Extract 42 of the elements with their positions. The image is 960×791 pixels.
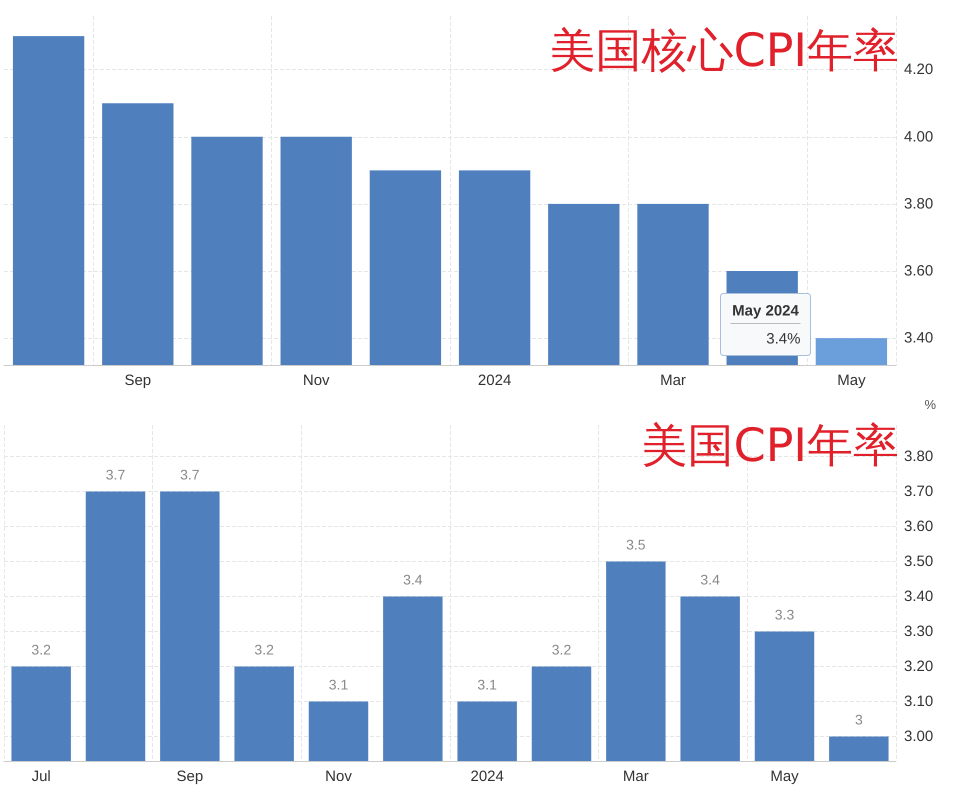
annotation: May 2024 — [732, 302, 800, 320]
data-label: 3.1 — [477, 676, 498, 692]
data-label: 3 — [854, 712, 863, 728]
x-tick-label: May — [770, 768, 800, 785]
data-label: 3.4 — [403, 572, 423, 588]
data-label: 3.2 — [31, 642, 52, 658]
data-label: 3.7 — [180, 466, 200, 482]
x-tick-label: Sep — [124, 372, 152, 389]
x-tick-label: Jul — [32, 768, 51, 785]
y-tick-label: 3.80 — [904, 195, 934, 212]
y-tick-label: 3.80 — [904, 448, 934, 465]
data-label: 3.2 — [552, 642, 572, 658]
y-tick-label: 3.50 — [904, 553, 934, 570]
chart-title: 美国核心CPI年率 — [550, 23, 900, 77]
x-tick-label: Nov — [325, 768, 352, 785]
x-tick-label: Nov — [302, 372, 330, 389]
data-label: 3.3 — [774, 606, 794, 622]
data-label: 3.1 — [328, 676, 348, 692]
y-tick-label: 3.20 — [904, 658, 934, 675]
y-tick-label: 3.40 — [904, 588, 934, 605]
y-tick-label: 3.40 — [904, 330, 934, 347]
y-tick-label: 4.00 — [904, 128, 934, 146]
y-tick-label: 3.60 — [904, 518, 934, 535]
chart-title: 美国CPI年率 — [642, 418, 900, 472]
y-tick-label: 3.30 — [904, 623, 934, 640]
y-tick-label: 3.60 — [904, 262, 934, 280]
x-tick-label: Mar — [622, 768, 649, 785]
x-tick-label: Sep — [176, 768, 204, 785]
x-tick-label: 2024 — [478, 372, 512, 389]
data-label: 3.2 — [254, 642, 274, 658]
y-tick-label: 3.00 — [904, 728, 934, 745]
data-label: 3.5 — [626, 536, 646, 552]
x-tick-label: 2024 — [470, 768, 504, 785]
y-axis-title: % — [924, 397, 936, 412]
data-label: 3.4 — [700, 572, 720, 588]
y-tick-label: 3.70 — [904, 483, 934, 500]
data-label: 3.7 — [106, 466, 126, 482]
x-tick-label: May — [837, 372, 866, 389]
y-tick-label: 3.10 — [904, 693, 934, 710]
x-tick-label: Mar — [660, 372, 686, 389]
y-tick-label: 4.20 — [904, 61, 934, 78]
annotation: 3.4% — [766, 330, 800, 348]
